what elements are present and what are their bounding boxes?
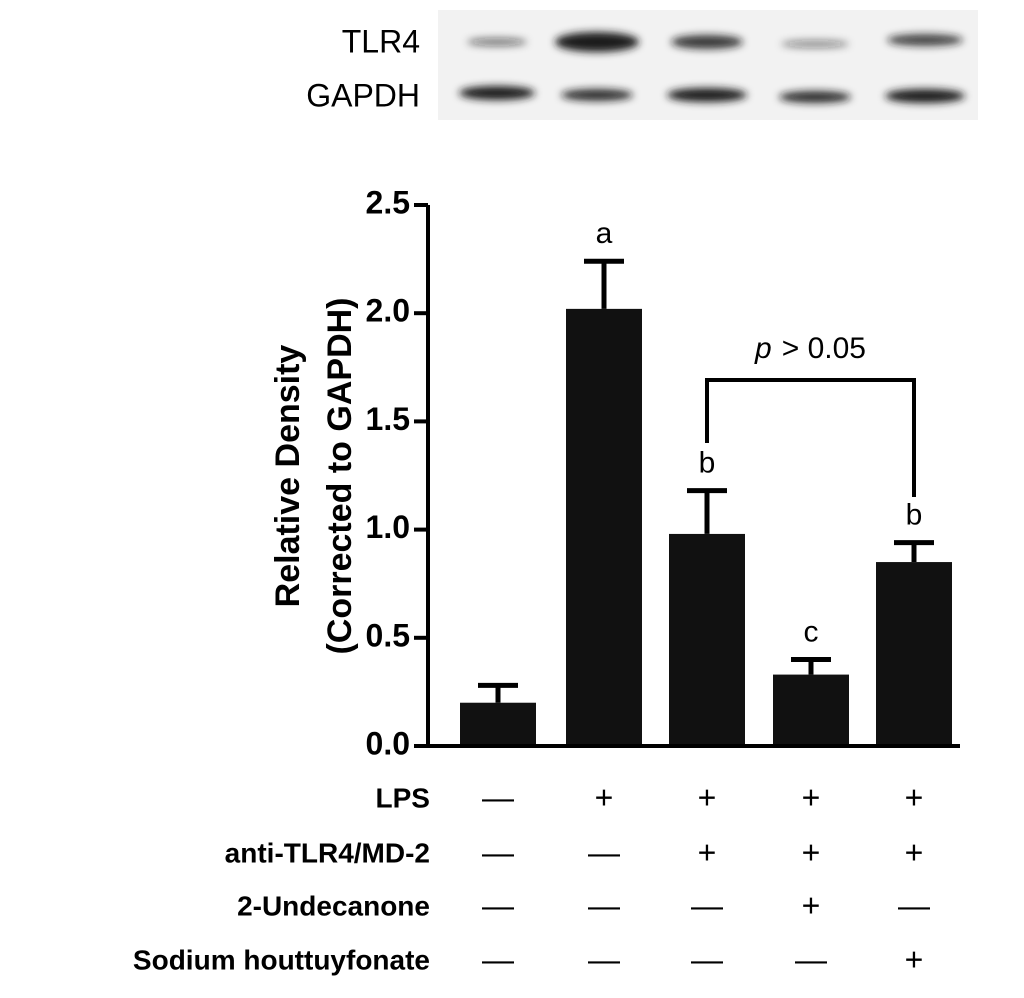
condition-sign: + <box>698 779 717 815</box>
y-tick-label: 1.0 <box>366 509 410 545</box>
y-axis-label: (Corrected to GAPDH) <box>321 297 359 654</box>
condition-sign: — <box>482 834 514 870</box>
condition-label: Sodium houttuyfonate <box>133 944 430 975</box>
blot-label: GAPDH <box>306 77 420 113</box>
significance-letter: a <box>596 217 613 250</box>
y-tick-label: 2.0 <box>366 293 410 329</box>
condition-label: anti-TLR4/MD-2 <box>225 837 430 868</box>
blot-background <box>438 10 978 120</box>
condition-sign: — <box>482 941 514 977</box>
y-axis-label: Relative Density <box>269 345 307 608</box>
condition-label: LPS <box>376 782 430 813</box>
condition-sign: — <box>691 941 723 977</box>
condition-sign: — <box>691 887 723 923</box>
y-tick-label: 2.5 <box>366 184 410 220</box>
condition-sign: + <box>802 779 821 815</box>
condition-label: 2-Undecanone <box>237 890 430 921</box>
condition-sign: — <box>588 941 620 977</box>
condition-sign: — <box>795 941 827 977</box>
blot-bands <box>459 32 965 103</box>
bar <box>566 308 642 746</box>
condition-sign: — <box>588 887 620 923</box>
significance-bracket <box>705 378 916 497</box>
condition-sign: — <box>898 887 930 923</box>
condition-sign: + <box>905 834 924 870</box>
condition-sign: — <box>482 779 514 815</box>
significance-letter: b <box>699 447 716 480</box>
condition-sign: + <box>905 779 924 815</box>
condition-sign: + <box>698 834 717 870</box>
condition-sign: — <box>482 887 514 923</box>
bar <box>876 562 952 746</box>
significance-letter: b <box>906 499 923 532</box>
bar <box>773 674 849 746</box>
bar <box>669 533 745 746</box>
significance-letter: c <box>804 615 819 648</box>
condition-sign: + <box>905 941 924 977</box>
condition-sign: + <box>802 834 821 870</box>
y-tick-label: 0.5 <box>366 617 410 653</box>
bar <box>460 702 536 746</box>
y-tick-label: 1.5 <box>366 401 410 437</box>
blot-label: TLR4 <box>342 23 420 59</box>
y-tick-label: 0.0 <box>366 725 410 761</box>
bracket-p: p <box>754 332 772 365</box>
bracket-label: p > 0.05 <box>754 332 866 365</box>
condition-sign: + <box>595 779 614 815</box>
condition-sign: + <box>802 887 821 923</box>
bracket-text: > 0.05 <box>782 332 866 365</box>
condition-sign: — <box>588 834 620 870</box>
